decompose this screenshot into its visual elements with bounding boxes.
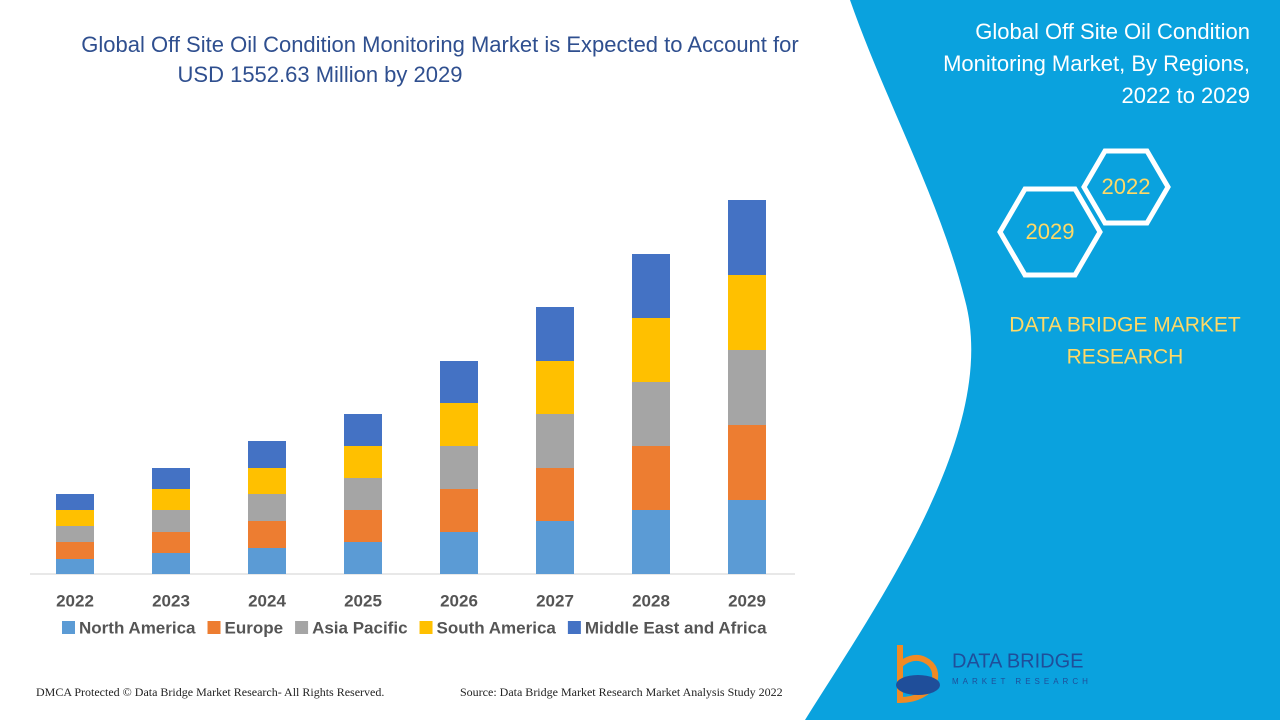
bar-segment (56, 510, 94, 526)
title-line: USD 1552.63 Million by 2029 (178, 62, 463, 87)
bar-segment (440, 489, 478, 532)
brand: RESEARCH (1067, 346, 1184, 369)
logo-icon (896, 675, 940, 695)
legend-swatch (567, 621, 581, 634)
legend-label: Europe (225, 618, 284, 637)
hex-label: 2022 (1102, 174, 1151, 199)
side-title: Monitoring Market, By Regions, (943, 51, 1250, 76)
bar-segment (440, 446, 478, 489)
bar-segment (632, 446, 670, 510)
x-tick-label: 2027 (536, 591, 574, 610)
bar-segment (152, 553, 190, 574)
bar-segment (632, 382, 670, 446)
bar-segment (440, 403, 478, 446)
legend-swatch (62, 621, 75, 634)
x-tick-label: 2026 (440, 591, 478, 610)
bar-segment (152, 532, 190, 553)
bar-segment (56, 542, 94, 559)
bar-segment (344, 446, 382, 478)
legend-label: Asia Pacific (312, 618, 407, 637)
bar-segment (632, 318, 670, 382)
bar-segment (152, 468, 190, 489)
hexagon (997, 186, 1103, 278)
bar-segment (152, 510, 190, 532)
bar-segment (536, 361, 574, 414)
legend-label: North America (79, 618, 196, 637)
bar-segment (632, 254, 670, 318)
bar-segment (344, 478, 382, 510)
bar-segment (248, 521, 286, 548)
bar-segment (728, 350, 766, 425)
hexagon (1081, 148, 1171, 226)
bar-segment (344, 510, 382, 542)
x-tick-label: 2029 (728, 591, 766, 610)
bar-segment (344, 542, 382, 574)
side-title: Global Off Site Oil Condition (975, 19, 1250, 44)
bar-segment (248, 494, 286, 521)
legend-swatch (295, 621, 309, 634)
side-title: 2022 to 2029 (1122, 83, 1250, 108)
bar-segment (56, 526, 94, 542)
bar-segment (728, 200, 766, 275)
legend-label: South America (437, 618, 557, 637)
bar-segment (536, 307, 574, 361)
x-tick-label: 2023 (152, 591, 190, 610)
legend-label: Middle East and Africa (585, 618, 767, 637)
hex-label: 2029 (1026, 219, 1075, 244)
x-tick-label: 2025 (344, 591, 382, 610)
bar-segment (248, 441, 286, 468)
bar-segment (56, 494, 94, 510)
bar-segment (440, 361, 478, 403)
x-tick-label: 2022 (56, 591, 94, 610)
bar-segment (344, 414, 382, 446)
bar-segment (728, 425, 766, 500)
footer: DMCA Protected © Data Bridge Market Rese… (36, 685, 384, 699)
bar-segment (152, 489, 190, 510)
bar-segment (728, 275, 766, 350)
bar-segment (248, 548, 286, 574)
legend-swatch (419, 621, 433, 634)
title-line: Global Off Site Oil Condition Monitoring… (81, 32, 798, 57)
bar-segment (536, 468, 574, 521)
bar-segment (728, 500, 766, 574)
bar-segment (536, 521, 574, 574)
bar-segment (632, 510, 670, 574)
logo: DATA BRIDGE (952, 650, 1084, 672)
x-tick-label: 2028 (632, 591, 670, 610)
bar-segment (536, 414, 574, 468)
legend-swatch (207, 621, 221, 634)
chart-title: Global Off Site Oil Condition Monitoring… (81, 32, 798, 87)
logo-icon (897, 645, 939, 704)
bar-segment (56, 559, 94, 574)
bar-segment (248, 468, 286, 494)
bar-segment (440, 532, 478, 574)
logo-sub: MARKET RESEARCH (952, 677, 1092, 686)
footer: Source: Data Bridge Market Research Mark… (460, 685, 783, 699)
brand: DATA BRIDGE MARKET (1009, 314, 1241, 337)
x-tick-label: 2024 (248, 591, 286, 610)
